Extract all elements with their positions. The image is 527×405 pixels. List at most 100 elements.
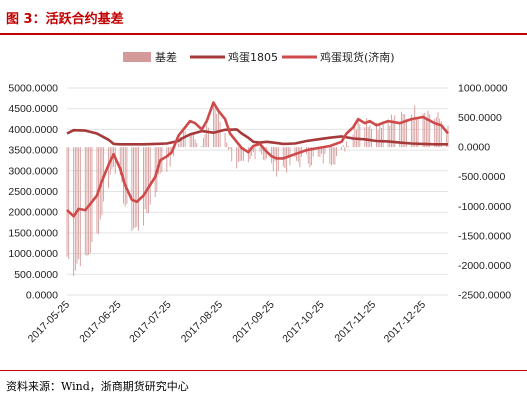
y-right-tick-label: 500.0000	[458, 112, 502, 124]
basis-chart: 基差 鸡蛋1805 鸡蛋现货(济南) 5000.0000 4500.0000 400…	[8, 50, 511, 346]
basis-bar	[379, 124, 381, 148]
basis-bar	[254, 147, 256, 160]
basis-bar	[91, 147, 93, 243]
y-right-tick-label: -1000.0000	[458, 201, 511, 213]
basis-bar	[202, 137, 204, 148]
basis-bar	[168, 147, 169, 158]
basis-bar	[392, 119, 394, 148]
basis-bar	[149, 147, 151, 205]
basis-bar	[435, 117, 437, 148]
basis-bar	[241, 147, 243, 161]
basis-bar	[342, 145, 344, 148]
y-right-tick-label: -2000.0000	[458, 260, 511, 272]
basis-bar	[179, 136, 181, 148]
basis-bar	[382, 121, 384, 148]
basis-bar	[322, 147, 324, 164]
basis-bar	[380, 127, 382, 148]
basis-bar	[341, 147, 342, 150]
basis-bar	[321, 147, 323, 154]
y-right-tick-label: 1000.0000	[458, 83, 508, 95]
basis-bar	[376, 122, 377, 148]
basis-bar	[357, 121, 359, 148]
x-tick-label: 2017-10-25	[280, 299, 327, 346]
basis-bar	[422, 113, 424, 148]
basis-bar	[445, 134, 447, 148]
y-left-tick-label: 4500.0000	[8, 103, 58, 115]
basis-bar	[184, 131, 186, 148]
y-left-tick-label: 3500.0000	[8, 145, 58, 157]
basis-bar	[181, 138, 183, 148]
y-right-tick-label: -1500.0000	[458, 230, 511, 242]
basis-bar	[66, 147, 68, 257]
basis-bar	[96, 147, 98, 234]
basis-bar	[158, 147, 159, 175]
x-tick-label: 2017-12-25	[382, 299, 429, 346]
y-right-tick-label: -2500.0000	[458, 290, 511, 302]
basis-bars	[66, 104, 449, 277]
basis-bar	[121, 147, 123, 183]
basis-bar	[76, 147, 78, 264]
series-lines	[66, 101, 450, 218]
legend-label-spot: 鸡蛋现货(济南)	[320, 50, 395, 64]
basis-bar	[332, 147, 334, 165]
basis-bar	[229, 147, 231, 149]
basis-bar	[231, 147, 233, 162]
basis-bar	[294, 147, 296, 157]
y-left-tick-label: 1500.0000	[8, 227, 58, 239]
basis-bar	[425, 118, 427, 148]
basis-bar	[299, 147, 301, 168]
basis-bar	[226, 142, 228, 148]
basis-bar	[166, 147, 168, 172]
x-tick-label: 2017-09-25	[230, 299, 277, 346]
basis-bar	[191, 134, 193, 148]
x-tick-label: 2017-07-25	[127, 299, 174, 346]
basis-bar	[251, 147, 253, 156]
basis-bar	[136, 147, 138, 227]
basis-bar	[148, 147, 149, 214]
basis-bar	[389, 125, 391, 148]
basis-bar	[429, 114, 431, 148]
basis-bar	[252, 147, 254, 153]
basis-bar	[410, 114, 412, 148]
basis-bar	[239, 147, 241, 162]
basis-bar	[134, 147, 136, 228]
basis-bar	[369, 125, 371, 148]
basis-bar	[119, 147, 121, 176]
basis-bar	[324, 147, 326, 155]
basis-bar	[387, 119, 389, 148]
basis-bar	[286, 147, 288, 173]
y-axis-left: 5000.0000 4500.0000 4000.0000 3500.0000 3000…	[8, 83, 58, 302]
basis-bar	[447, 125, 449, 148]
basis-bar	[189, 133, 191, 148]
legend-swatch-basis	[123, 52, 151, 62]
x-tick-label: 2017-05-25	[26, 299, 73, 346]
basis-bar	[414, 105, 416, 148]
basis-bar	[192, 132, 194, 148]
basis-bar	[282, 147, 284, 167]
basis-bar	[237, 147, 239, 162]
basis-bar	[146, 147, 148, 214]
basis-bar	[89, 147, 91, 254]
basis-bar	[262, 147, 264, 160]
basis-bar	[194, 139, 196, 148]
basis-bar	[359, 124, 361, 148]
basis-bar	[68, 147, 70, 260]
y-left-tick-label: 0.0000	[26, 290, 58, 302]
basis-bar	[346, 141, 347, 148]
y-left-tick-label: 2500.0000	[8, 186, 58, 198]
y-left-tick-label: 5000.0000	[8, 83, 58, 95]
basis-bar	[412, 118, 414, 148]
basis-bar	[352, 134, 354, 148]
footer-divider	[0, 370, 527, 371]
basis-bar	[261, 147, 263, 155]
basis-bar	[312, 147, 314, 157]
basis-bar	[344, 147, 346, 152]
basis-bar	[204, 133, 206, 148]
basis-bar	[371, 128, 372, 148]
basis-bar	[201, 146, 203, 148]
basis-bar	[399, 121, 401, 148]
basis-bar	[402, 113, 404, 148]
basis-bar	[169, 147, 171, 167]
spot-line	[66, 101, 450, 218]
basis-bar	[311, 147, 313, 166]
